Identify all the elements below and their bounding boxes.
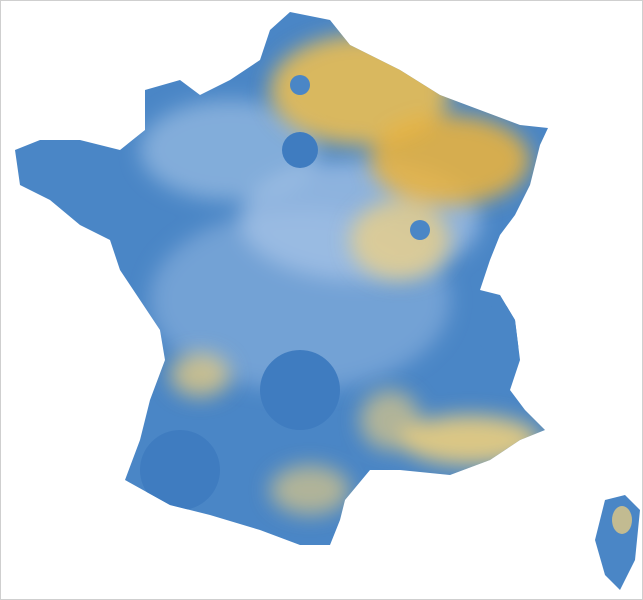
city-blobs	[140, 75, 525, 510]
light-area	[140, 100, 320, 200]
city	[410, 220, 430, 240]
yellow-area	[350, 200, 450, 280]
city	[140, 430, 220, 510]
yellow-area	[270, 465, 350, 515]
city	[290, 75, 310, 95]
yellow-area	[360, 390, 420, 450]
yellow-area	[170, 353, 230, 397]
city	[260, 350, 340, 430]
city	[282, 132, 318, 168]
yellow-area	[612, 506, 632, 534]
city	[475, 305, 525, 355]
yellow-area	[370, 115, 530, 205]
